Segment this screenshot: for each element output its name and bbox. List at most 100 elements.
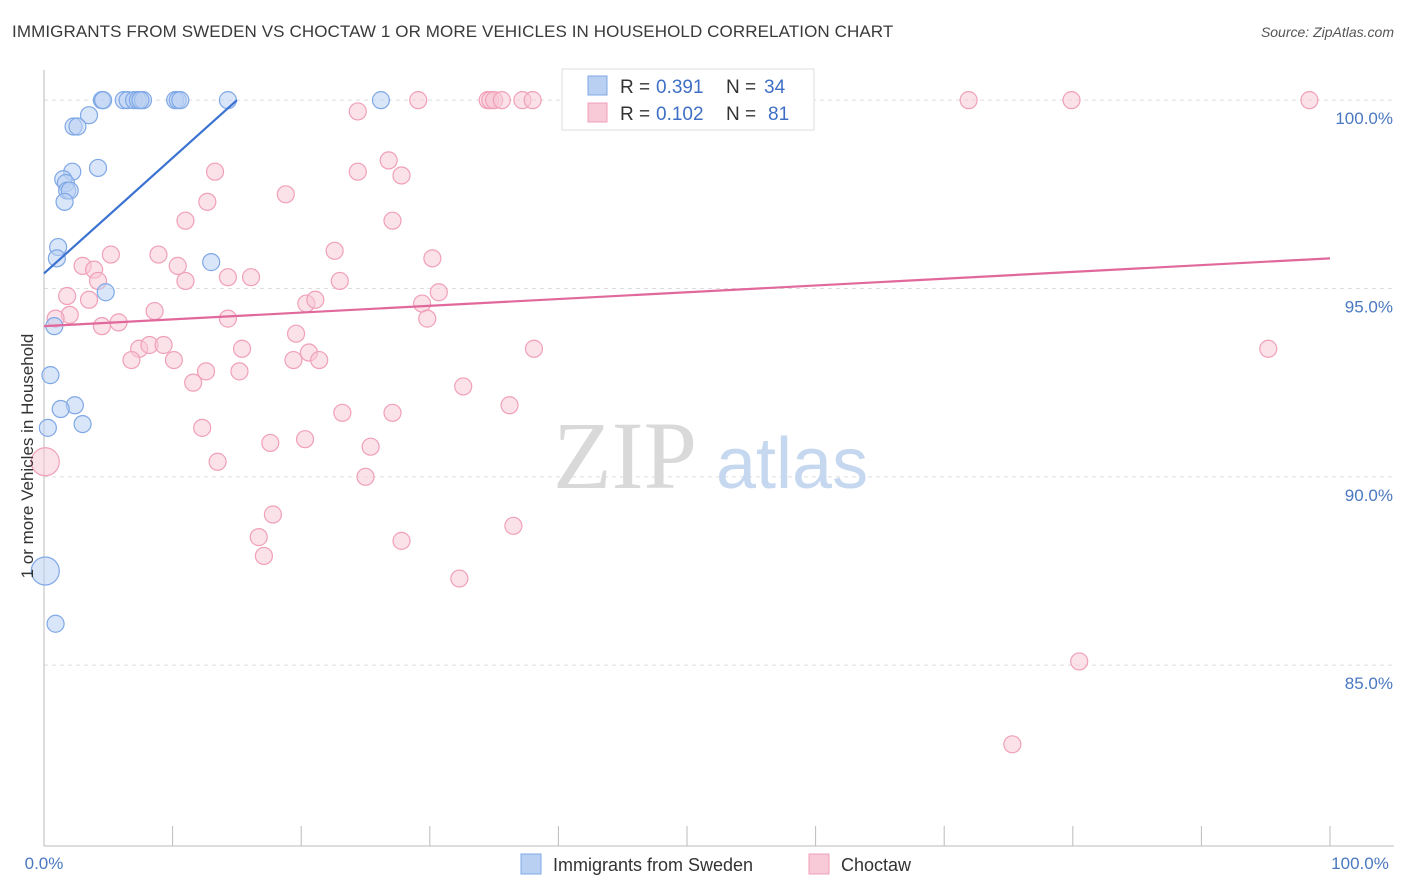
sweden-point-9 — [171, 91, 190, 110]
bottom-legend: Immigrants from Sweden Choctaw — [520, 853, 912, 875]
choctaw-point-31 — [241, 268, 261, 287]
choctaw-point-39 — [145, 301, 164, 321]
choctaw-point-76 — [450, 569, 469, 588]
sweden-large-point-0 — [30, 556, 60, 586]
choctaw-point-21 — [325, 241, 344, 260]
y-tick-label-0: 100.0% — [1335, 109, 1393, 128]
choctaw-point-46 — [286, 324, 306, 343]
choctaw-point-54 — [122, 350, 141, 370]
choctaw-point-70 — [356, 467, 375, 486]
choctaw-point-59 — [230, 362, 249, 381]
sweden-point-30 — [51, 399, 70, 419]
sweden-point-32 — [38, 418, 57, 437]
choctaw-point-11 — [1300, 91, 1319, 110]
choctaw-point-6 — [523, 91, 542, 110]
choctaw-point-55 — [164, 350, 183, 370]
bottom-legend-label-sweden: Immigrants from Sweden — [553, 855, 753, 875]
sweden-point-33 — [46, 614, 65, 633]
chart-title: IMMIGRANTS FROM SWEDEN VS CHOCTAW 1 OR M… — [12, 22, 894, 41]
sweden-point-1 — [94, 91, 113, 110]
choctaw-point-58 — [196, 362, 216, 381]
choctaw-point-0 — [409, 91, 428, 110]
source-label: Source: ZipAtlas.com — [1260, 24, 1394, 40]
legend-r-label-choctaw: R = — [620, 104, 650, 125]
choctaw-trend-line — [43, 257, 1331, 328]
legend-r-value-sweden: 0.391 — [656, 77, 704, 98]
choctaw-large-point-0 — [30, 447, 60, 477]
sweden-point-16 — [88, 158, 108, 178]
y-tick-label-1: 95.0% — [1345, 297, 1393, 316]
watermark-zip: ZIP — [553, 402, 697, 509]
choctaw-point-16 — [392, 166, 411, 185]
choctaw-point-72 — [504, 516, 523, 535]
legend-swatch-sweden — [587, 75, 608, 96]
choctaw-point-14 — [348, 162, 367, 181]
sweden-point-15 — [68, 117, 87, 136]
sweden-point-12 — [371, 91, 391, 110]
choctaw-point-36 — [306, 290, 325, 309]
bottom-legend-swatch-sweden — [520, 853, 542, 875]
choctaw-point-32 — [330, 271, 349, 291]
choctaw-point-44 — [218, 309, 237, 328]
choctaw-point-13 — [205, 162, 225, 181]
choctaw-point-19 — [176, 211, 195, 230]
x-tick-label-left: 0.0% — [25, 854, 64, 873]
choctaw-point-38 — [429, 283, 448, 302]
legend-swatch-choctaw — [587, 102, 608, 123]
choctaw-point-78 — [1003, 735, 1022, 754]
choctaw-point-66 — [295, 430, 315, 449]
choctaw-point-4 — [492, 91, 511, 110]
bottom-legend-label-choctaw: Choctaw — [841, 855, 912, 875]
choctaw-point-45 — [418, 309, 437, 328]
sweden-point-11 — [218, 91, 237, 110]
choctaw-point-62 — [500, 396, 519, 415]
sweden-point-24 — [47, 249, 66, 268]
choctaw-point-15 — [379, 151, 398, 170]
choctaw-point-67 — [261, 433, 280, 453]
legend-n-value-choctaw: 81 — [768, 104, 789, 125]
choctaw-point-64 — [383, 403, 402, 422]
sweden-point-25 — [202, 253, 221, 272]
y-axis-label: 1 or more Vehicles in Household — [18, 334, 37, 579]
choctaw-point-10 — [1062, 91, 1081, 110]
choctaw-point-56 — [284, 350, 303, 370]
legend-n-value-sweden: 34 — [764, 77, 786, 98]
gridlines — [44, 99, 1394, 666]
choctaw-point-30 — [218, 268, 237, 287]
x-ticks — [43, 826, 1331, 846]
choctaw-point-17 — [276, 185, 295, 204]
sweden-point-31 — [73, 414, 92, 434]
sweden-point-28 — [41, 366, 60, 385]
legend-n-label-sweden: N = — [726, 77, 756, 98]
choctaw-point-77 — [1070, 652, 1089, 671]
sweden-point-10 — [131, 91, 150, 110]
sweden-point-22 — [55, 192, 74, 211]
legend: R = 0.391 N = 34 R = 0.102 N = 81 — [561, 68, 815, 131]
choctaw-point-9 — [959, 91, 978, 110]
choctaw-point-74 — [392, 531, 411, 550]
choctaw-point-65 — [193, 418, 212, 437]
choctaw-point-61 — [454, 377, 473, 396]
choctaw-point-33 — [58, 286, 77, 306]
series-choctaw — [30, 91, 1319, 754]
choctaw-point-63 — [333, 403, 352, 422]
choctaw-point-37 — [412, 294, 432, 313]
choctaw-point-12 — [348, 102, 367, 121]
choctaw-point-34 — [79, 290, 99, 309]
choctaw-point-50 — [232, 339, 252, 358]
trend-lines — [43, 99, 1331, 328]
choctaw-point-42 — [92, 317, 111, 336]
choctaw-point-75 — [254, 546, 274, 566]
series-sweden — [30, 91, 391, 633]
choctaw-point-60 — [184, 373, 203, 392]
choctaw-point-73 — [249, 528, 268, 547]
legend-r-value-choctaw: 0.102 — [656, 104, 704, 125]
choctaw-point-52 — [524, 339, 544, 358]
choctaw-point-53 — [1259, 339, 1278, 358]
choctaw-point-27 — [423, 249, 442, 268]
choctaw-point-23 — [149, 245, 168, 264]
choctaw-point-69 — [208, 452, 227, 471]
choctaw-point-20 — [383, 211, 402, 230]
sweden-point-13 — [79, 106, 99, 125]
